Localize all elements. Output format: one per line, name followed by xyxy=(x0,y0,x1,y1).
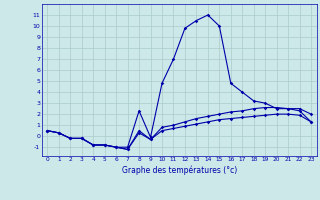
X-axis label: Graphe des températures (°c): Graphe des températures (°c) xyxy=(122,165,237,175)
